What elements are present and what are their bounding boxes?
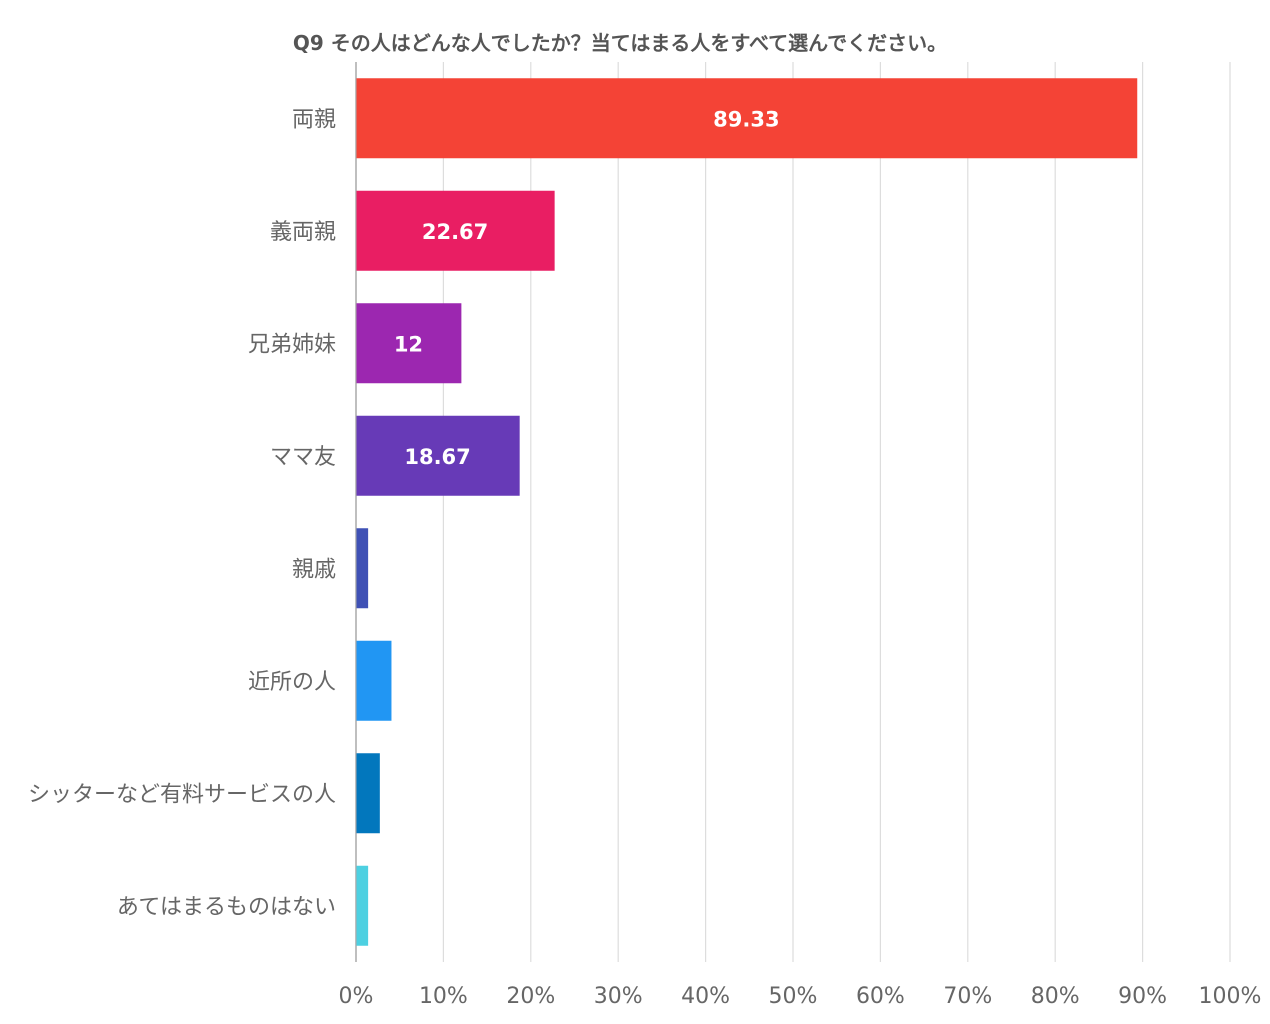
bars: [356, 78, 1138, 946]
x-tick-label: 30%: [594, 984, 643, 1009]
category-label: 義両親: [270, 220, 336, 245]
category-label: 両親: [292, 107, 336, 132]
category-label: 兄弟姉妹: [248, 332, 336, 357]
x-tick-label: 0%: [339, 984, 374, 1009]
bar: [356, 528, 369, 609]
bar: [356, 78, 1138, 159]
x-tick-label: 70%: [943, 984, 992, 1009]
bar: [356, 415, 520, 496]
bar: [356, 753, 380, 834]
data-label: 22.67: [422, 220, 488, 244]
category-label: 近所の人: [248, 670, 336, 695]
x-tick-label: 50%: [769, 984, 818, 1009]
x-tick-label: 60%: [856, 984, 905, 1009]
bar: [356, 865, 369, 946]
category-label: 親戚: [292, 557, 336, 582]
x-tick-label: 40%: [681, 984, 730, 1009]
chart-title: Q9 その人はどんな人でしたか？当てはまる人をすべて選んでください。: [293, 31, 947, 55]
data-label: 18.67: [404, 445, 470, 469]
data-labels: 89.33 22.67 12 18.67: [394, 107, 780, 469]
x-tick-label: 10%: [419, 984, 468, 1009]
x-tick-label: 20%: [506, 984, 555, 1009]
x-tick-label: 100%: [1199, 984, 1262, 1009]
x-tick-label: 90%: [1118, 984, 1167, 1009]
category-label: あてはまるものはない: [117, 895, 336, 920]
category-label: シッターなど有料サービスの人: [28, 782, 336, 807]
category-label: ママ友: [270, 445, 336, 470]
x-tick-label: 80%: [1031, 984, 1080, 1009]
bar: [356, 190, 555, 271]
data-label: 12: [394, 332, 423, 356]
bar: [356, 303, 462, 384]
x-axis-ticks: 0% 10% 20% 30% 40% 50% 60% 70% 80% 90% 100%: [339, 984, 1262, 1009]
category-labels: 両親義両親兄弟姉妹ママ友親戚近所の人シッターなど有料サービスの人あてはまるものは…: [28, 107, 336, 920]
bar: [356, 640, 392, 721]
data-label: 89.33: [713, 107, 779, 131]
